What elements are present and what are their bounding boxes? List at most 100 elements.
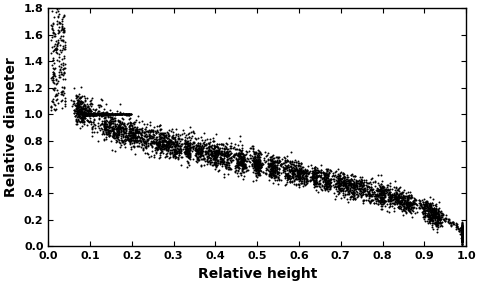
Point	[422, 207, 430, 212]
Point	[311, 170, 318, 175]
Point	[431, 215, 439, 219]
Point	[135, 129, 143, 134]
Point	[237, 157, 245, 162]
Point	[132, 137, 140, 142]
Point	[175, 148, 183, 153]
Point	[343, 192, 350, 197]
Point	[271, 178, 278, 182]
Point	[126, 134, 134, 139]
Point	[437, 215, 444, 219]
Point	[156, 135, 164, 139]
Point	[127, 133, 134, 137]
Point	[106, 122, 113, 127]
Point	[116, 112, 124, 117]
Point	[297, 168, 305, 172]
Point	[297, 171, 304, 175]
Point	[164, 146, 172, 150]
Point	[152, 146, 159, 150]
Point	[106, 107, 114, 112]
Point	[373, 196, 381, 201]
Point	[295, 173, 303, 178]
Point	[74, 105, 82, 110]
Point	[133, 144, 141, 149]
Point	[352, 181, 360, 185]
Point	[334, 174, 341, 178]
Point	[237, 160, 245, 165]
Point	[255, 164, 263, 169]
Point	[102, 123, 110, 128]
Point	[310, 178, 317, 182]
Point	[312, 175, 320, 180]
Point	[458, 222, 466, 227]
Point	[119, 140, 126, 144]
Point	[241, 156, 249, 161]
Point	[165, 134, 172, 139]
Point	[102, 131, 110, 136]
Point	[70, 99, 78, 103]
Point	[152, 135, 160, 139]
Point	[309, 166, 316, 171]
Point	[434, 225, 442, 229]
Point	[266, 158, 274, 162]
Point	[376, 186, 384, 191]
Point	[86, 112, 94, 117]
Point	[57, 67, 64, 72]
Point	[113, 111, 121, 116]
Point	[458, 230, 466, 234]
Point	[242, 152, 250, 156]
Point	[358, 195, 365, 200]
Point	[350, 196, 358, 200]
Point	[81, 121, 88, 126]
Point	[359, 192, 366, 197]
Point	[84, 112, 92, 117]
Point	[360, 183, 367, 188]
Point	[197, 149, 204, 154]
Point	[182, 152, 190, 156]
Point	[81, 112, 88, 117]
Point	[127, 111, 135, 116]
Point	[190, 146, 197, 151]
Point	[458, 231, 466, 236]
Point	[426, 221, 433, 225]
Point	[80, 112, 88, 116]
Point	[312, 169, 320, 174]
Point	[350, 185, 358, 190]
Point	[74, 103, 82, 108]
Point	[321, 182, 329, 186]
Point	[181, 137, 189, 142]
Point	[82, 112, 89, 116]
Point	[438, 215, 445, 219]
Point	[378, 197, 386, 201]
Point	[407, 193, 415, 198]
Point	[397, 201, 405, 205]
Point	[104, 124, 111, 129]
Point	[198, 146, 206, 151]
Point	[55, 59, 63, 63]
Point	[92, 106, 100, 111]
Point	[130, 133, 138, 138]
Point	[395, 196, 403, 201]
Point	[215, 150, 222, 155]
Point	[183, 154, 191, 158]
Point	[252, 168, 260, 172]
Point	[234, 158, 241, 163]
Point	[401, 199, 409, 203]
Point	[458, 227, 466, 232]
Point	[439, 212, 447, 217]
Point	[324, 184, 332, 189]
Point	[312, 180, 319, 184]
Point	[430, 211, 437, 216]
Point	[268, 159, 276, 163]
Point	[398, 202, 406, 207]
Point	[458, 227, 466, 231]
Point	[234, 165, 242, 169]
Point	[213, 150, 221, 155]
Point	[197, 150, 204, 154]
Point	[309, 177, 317, 182]
Point	[419, 209, 427, 213]
Point	[251, 155, 258, 159]
Point	[295, 162, 303, 167]
Point	[420, 210, 428, 215]
Point	[396, 202, 403, 206]
Point	[268, 154, 276, 159]
